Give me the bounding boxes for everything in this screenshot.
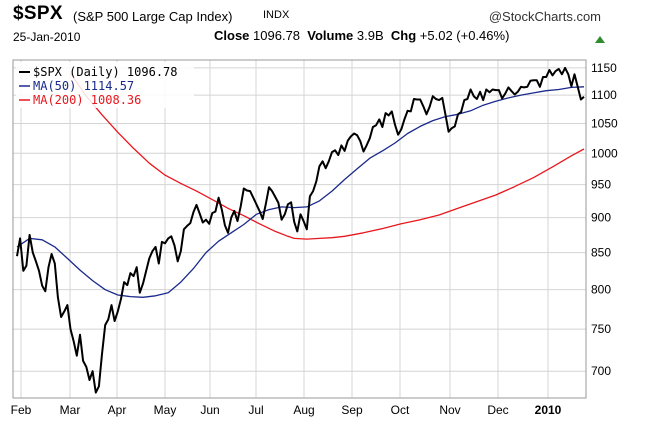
- y-tick-label: 900: [591, 211, 611, 225]
- y-tick-label: 1150: [591, 61, 617, 75]
- x-tick-label: 2010: [535, 403, 562, 417]
- up-arrow-icon: [595, 36, 605, 43]
- x-tick-label: May: [154, 403, 177, 417]
- close-label: Close: [214, 28, 250, 43]
- quote-stats: Close 1096.78 Volume 3.9B Chg +5.02 (+0.…: [214, 28, 509, 43]
- y-tick-label: 1000: [591, 146, 618, 160]
- y-tick-label: 700: [591, 364, 611, 378]
- legend-box: [16, 62, 194, 108]
- brand-watermark: @StockCharts.com: [488, 9, 601, 24]
- exchange-label: INDX: [263, 9, 290, 21]
- x-tick-label: Apr: [108, 403, 127, 417]
- y-tick-label: 950: [591, 178, 611, 192]
- chg-value: +5.02 (+0.46%): [419, 28, 510, 43]
- volume-value: 3.9B: [356, 28, 384, 43]
- x-tick-label: Jul: [248, 403, 263, 417]
- legend-label-spx: $SPX (Daily) 1096.78: [33, 65, 178, 79]
- legend-label-ma50: MA(50) 1114.57: [33, 79, 134, 93]
- plot-frame: [12, 59, 587, 399]
- y-tick-label: 750: [591, 322, 611, 336]
- close-value: 1096.78: [253, 28, 301, 43]
- y-axis-labels: 700 750 800 850 900 950 1000 1050 1100 1150: [591, 61, 618, 378]
- x-tick-label: Mar: [60, 403, 81, 417]
- y-tick-label: 1100: [591, 88, 617, 102]
- x-tick-label: Aug: [293, 403, 314, 417]
- x-tick-label: Nov: [439, 403, 460, 417]
- x-axis-labels: Feb Mar Apr May Jun Jul Aug Sep Oct Nov Dec 2010: [11, 403, 562, 417]
- y-tick-label: 1050: [591, 117, 618, 131]
- series-line-2: [69, 72, 585, 240]
- x-tick-label: Sep: [341, 403, 363, 417]
- y-tick-label: 800: [591, 283, 611, 297]
- volume-label: Volume: [307, 28, 354, 43]
- y-tick-label: 850: [591, 246, 611, 260]
- chg-label: Chg: [390, 28, 417, 43]
- series-line-0: [16, 66, 585, 394]
- x-tick-label: Feb: [11, 403, 32, 417]
- x-tick-label: Oct: [391, 403, 410, 417]
- symbol-description: (S&P 500 Large Cap Index): [73, 9, 233, 24]
- series-line-1: [16, 86, 585, 298]
- series-layer: [16, 66, 585, 394]
- x-tick-label: Dec: [487, 403, 508, 417]
- chart-symbol: $SPX: [13, 3, 63, 24]
- chart-date: 25-Jan-2010: [13, 30, 81, 44]
- x-tick-label: Jun: [200, 403, 219, 417]
- legend-label-ma200: MA(200) 1008.36: [33, 93, 141, 107]
- chart-legend: $SPX (Daily) 1096.78 MA(50) 1114.57 MA(2…: [16, 62, 194, 108]
